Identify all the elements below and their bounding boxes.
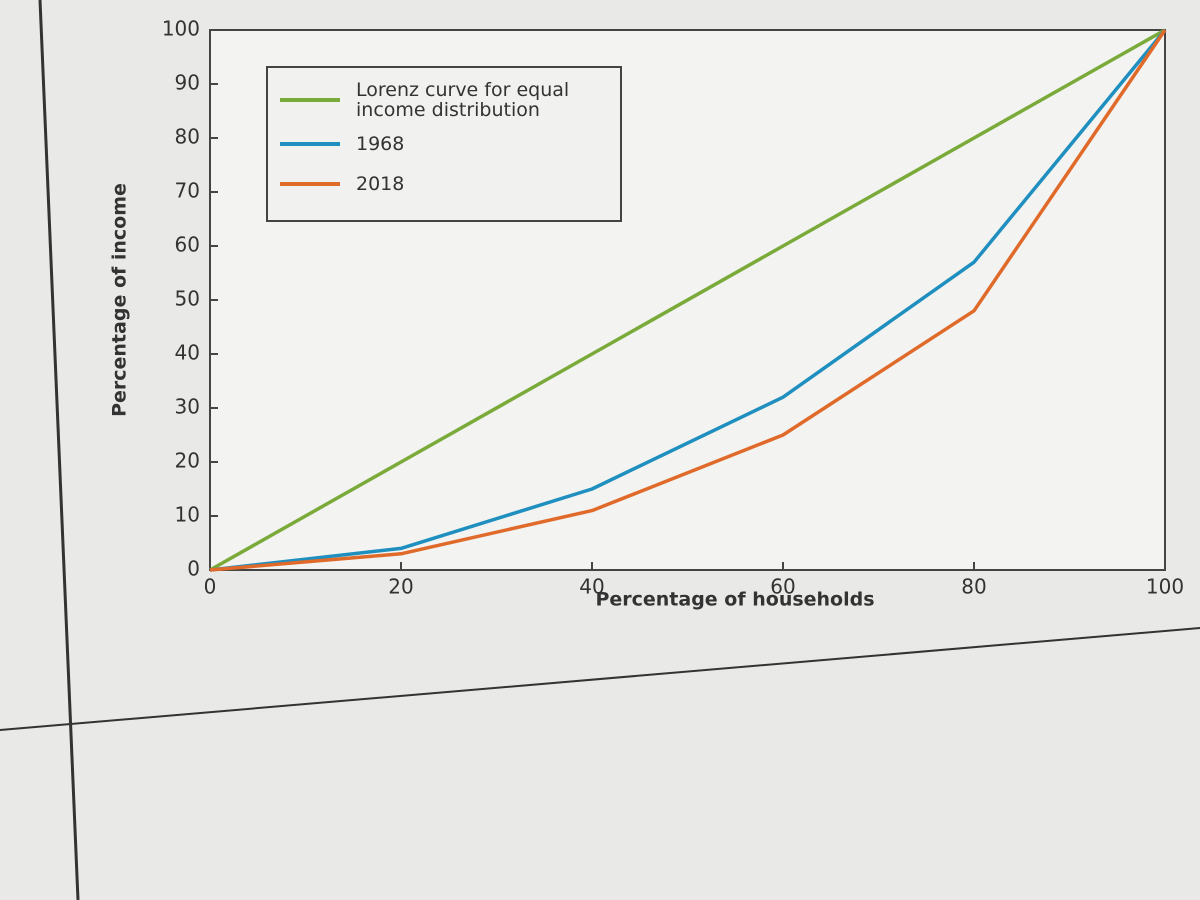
y-axis-label: Percentage of income [109,183,131,417]
x-axis-label: Percentage of households [595,589,874,611]
screen-edge [38,0,80,900]
legend-entry: Lorenz curve for equal income distributi… [280,80,606,120]
series-line [209,29,1167,572]
y-tick-label: 80 [175,125,200,149]
legend-swatch [280,98,340,102]
legend-swatch [280,182,340,186]
y-tick-label: 30 [175,395,200,419]
x-tick-label: 40 [579,575,604,599]
legend-label: 1968 [356,133,405,155]
x-tick-label: 0 [204,575,217,599]
legend-label: Lorenz curve for equal income distributi… [356,79,570,121]
y-tick-label: 50 [175,287,200,311]
y-tick-label: 70 [175,179,200,203]
y-tick-label: 90 [175,71,200,95]
y-tick-label: 60 [175,233,200,257]
y-tick-label: 40 [175,341,200,365]
series-line [209,28,1166,572]
legend-swatch [280,142,340,146]
legend-label: 2018 [356,173,405,195]
y-tick-label: 100 [162,17,200,41]
legend-entry: 1968 [280,134,606,154]
x-tick-label: 80 [961,575,986,599]
legend-entry: 2018 [280,174,606,194]
y-tick-label: 0 [187,557,200,581]
legend: Lorenz curve for equal income distributi… [266,66,622,222]
series-line [209,28,1167,572]
y-tick-label: 20 [175,449,200,473]
window-border [0,627,1200,731]
x-tick-label: 100 [1146,575,1184,599]
x-tick-label: 60 [770,575,795,599]
y-tick-label: 10 [175,503,200,527]
x-tick-label: 20 [388,575,413,599]
